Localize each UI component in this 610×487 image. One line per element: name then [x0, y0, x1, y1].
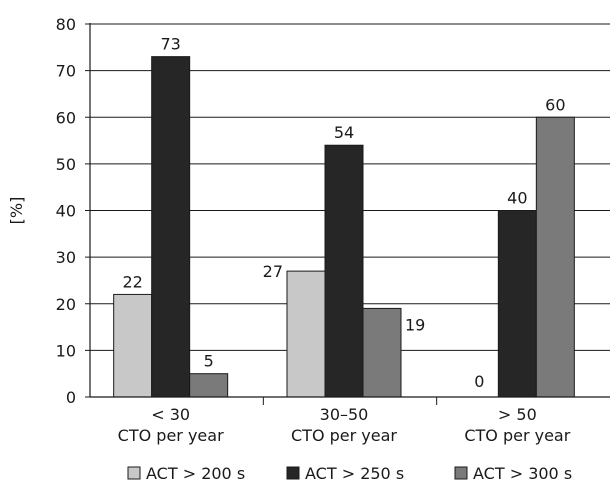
y-tick-label: 60: [56, 108, 76, 127]
data-labels: 22 73 5 27 54 19 0 40 60: [122, 35, 565, 391]
bar: [362, 307, 402, 398]
legend: ACT > 200 s ACT > 250 s ACT > 300 s: [127, 464, 572, 483]
bar: [324, 144, 364, 398]
y-tick-label: 20: [56, 295, 76, 314]
bars: [113, 56, 575, 398]
y-tick-label: 70: [56, 62, 76, 81]
y-tick-label: 0: [66, 388, 76, 407]
data-label: 5: [204, 352, 214, 371]
data-label: 73: [160, 35, 180, 54]
category-label: CTO per year: [291, 426, 397, 445]
data-label: 54: [334, 123, 354, 142]
data-label: 19: [405, 315, 425, 334]
legend-label: ACT > 300 s: [473, 464, 572, 483]
category-label: CTO per year: [118, 426, 224, 445]
legend-swatch: [127, 466, 141, 480]
bar: [535, 116, 575, 398]
legend-swatch: [454, 466, 468, 480]
data-label: 40: [507, 189, 527, 208]
bar: [497, 210, 537, 398]
data-label: 0: [474, 372, 484, 391]
bar: [151, 56, 191, 398]
y-tick-labels: 0 10 20 30 40 50 60 70 80: [56, 15, 90, 407]
bar: [113, 293, 153, 398]
y-tick-label: 30: [56, 248, 76, 267]
legend-label: ACT > 200 s: [146, 464, 245, 483]
bar: [286, 270, 326, 398]
y-tick-label: 80: [56, 15, 76, 34]
data-label: 22: [122, 272, 142, 291]
y-tick-label: 40: [56, 202, 76, 221]
data-label: 27: [263, 262, 283, 281]
legend-swatch: [286, 466, 300, 480]
y-axis-label: [%]: [7, 197, 26, 225]
bar: [189, 373, 229, 398]
category-label: < 30: [151, 405, 190, 424]
category-label: 30–50: [320, 405, 369, 424]
data-label: 60: [545, 95, 565, 114]
y-tick-label: 50: [56, 155, 76, 174]
category-label: > 50: [498, 405, 537, 424]
y-tick-label: 10: [56, 341, 76, 360]
category-labels: < 30 CTO per year 30–50 CTO per year > 50 CTO…: [118, 405, 571, 445]
legend-label: ACT > 250 s: [305, 464, 404, 483]
category-label: CTO per year: [464, 426, 570, 445]
